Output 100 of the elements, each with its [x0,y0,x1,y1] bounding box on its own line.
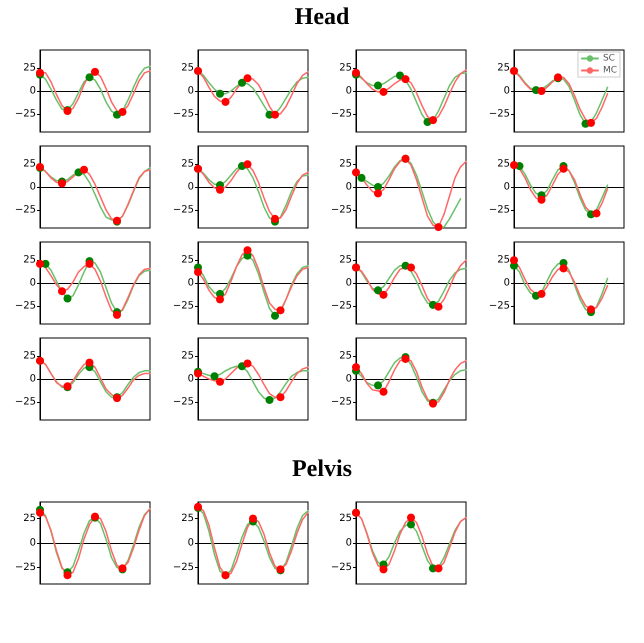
y-tick-label: −25 [14,300,36,312]
y-tick-label: 25 [23,350,36,362]
point [374,183,382,191]
y-tick-label: −25 [330,204,352,216]
point [352,363,360,372]
y-tick-label: 25 [339,158,352,170]
point [402,75,410,84]
y-tick-label: 25 [339,254,352,266]
y-tick-label: 25 [23,254,36,266]
point [358,174,366,182]
y-tick-label: −25 [488,108,510,120]
point [276,393,284,402]
point [374,82,382,90]
y-tick-label: 0 [346,86,352,96]
point [244,160,252,168]
point [216,186,224,194]
point [380,88,388,96]
y-tick-label: 0 [346,374,352,384]
point [244,246,252,254]
point [380,565,388,574]
point [271,110,279,119]
y-tick-label: −25 [172,300,194,312]
point [407,514,415,522]
y-tick-label: 25 [23,62,36,74]
point [538,87,546,95]
point [86,358,94,367]
y-tick-label: 0 [504,182,510,192]
point [266,396,274,404]
point [210,372,218,380]
y-tick-label: 0 [346,538,352,548]
y-tick-label: 0 [188,538,194,548]
y-tick-label: 25 [181,513,194,524]
point [407,520,415,528]
point [434,223,442,232]
y-tick-label: −25 [330,562,352,573]
y-tick-label: 0 [346,182,352,192]
point [194,268,202,276]
point [592,209,600,218]
y-tick-label: −25 [172,204,194,216]
y-tick-label: 25 [23,513,36,524]
y-tick-label: 0 [504,86,510,96]
point [587,118,595,127]
point [86,73,94,82]
y-tick-label: 0 [504,278,510,288]
y-tick-label: −25 [14,562,36,573]
point [238,78,246,87]
y-tick-label: 25 [497,62,510,74]
y-tick-label: 0 [188,374,194,384]
y-tick-label: 0 [30,86,36,96]
point [36,508,44,517]
y-tick-label: 0 [30,278,36,288]
point [538,290,546,298]
point [118,108,126,116]
point [113,310,121,319]
point [244,360,252,368]
point [216,90,224,98]
y-tick-label: −25 [14,396,36,408]
point [510,161,518,170]
y-tick-label: 0 [188,86,194,96]
y-tick-label: 25 [181,158,194,170]
point [216,378,224,386]
point [587,305,595,314]
y-tick-label: −25 [330,300,352,312]
y-tick-label: 25 [339,62,352,74]
y-tick-label: 25 [339,513,352,524]
y-tick-label: 0 [188,182,194,192]
y-tick-label: −25 [14,108,36,120]
point [396,72,404,80]
text: Head [294,4,350,31]
text: Pelvis [291,456,353,483]
point [560,264,568,272]
y-tick-label: 0 [30,374,36,384]
point [64,294,72,302]
y-tick-label: −25 [488,204,510,216]
point [249,514,257,523]
point [352,168,360,176]
point [380,290,388,299]
point [374,381,382,390]
point [91,68,99,76]
point [64,571,72,580]
legend-label: SC [602,54,615,64]
y-tick-label: −25 [172,108,194,120]
y-tick-label: −25 [14,204,36,216]
point [374,286,382,294]
y-tick-label: 25 [181,254,194,266]
point [429,116,437,124]
y-tick-label: −25 [330,108,352,120]
y-tick-label: −25 [488,300,510,312]
point [271,214,279,223]
y-tick-label: 25 [23,158,36,170]
point [560,164,568,173]
point [80,166,88,174]
point [510,256,518,264]
point [538,196,546,204]
point [86,260,94,268]
y-tick-label: 0 [30,182,36,192]
y-tick-label: 25 [181,62,194,74]
y-tick-label: 0 [346,278,352,288]
point [434,564,442,572]
point [380,388,388,396]
